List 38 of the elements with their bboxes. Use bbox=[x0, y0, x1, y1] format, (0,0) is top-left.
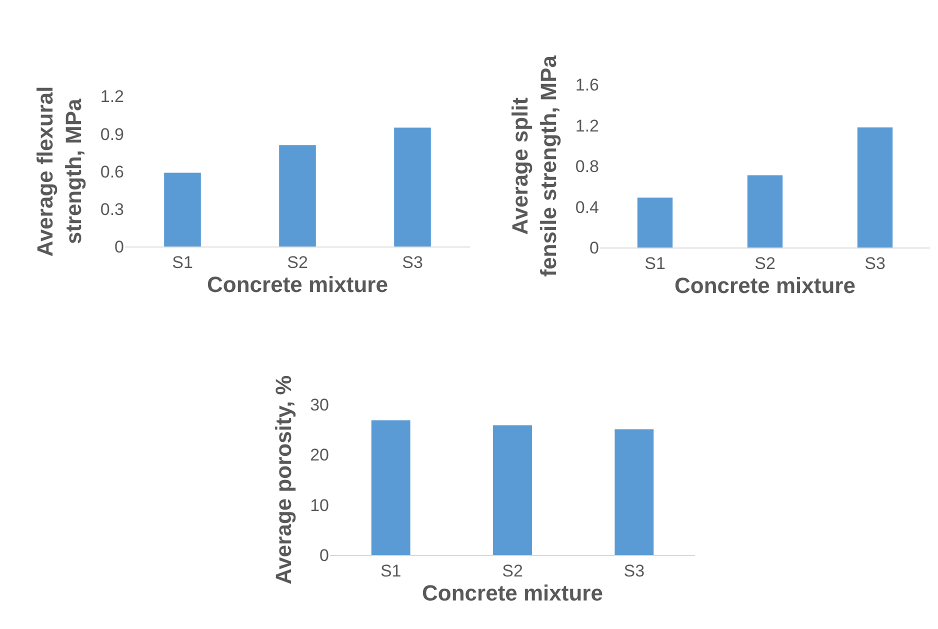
x-tick-label: S2 bbox=[502, 561, 523, 580]
bar bbox=[637, 198, 673, 248]
x-tick-label: S3 bbox=[864, 254, 886, 273]
bar bbox=[857, 127, 893, 248]
x-tick-label: S3 bbox=[402, 253, 423, 272]
x-tick-label: S3 bbox=[624, 561, 645, 580]
y-tick-label: 20 bbox=[310, 446, 329, 465]
bar bbox=[164, 172, 201, 247]
y-tick-label: 0.6 bbox=[100, 162, 124, 182]
y-tick-label: 0 bbox=[114, 238, 124, 257]
y-tick-label: 0 bbox=[320, 546, 329, 565]
x-tick-label: S1 bbox=[172, 253, 193, 272]
y-tick-label: 0.8 bbox=[575, 157, 599, 176]
y-tick-label: 10 bbox=[310, 496, 329, 515]
y-tick-label: 1.2 bbox=[575, 116, 599, 136]
y-tick-label: 0.3 bbox=[100, 200, 124, 219]
bar bbox=[493, 425, 532, 555]
bar bbox=[747, 175, 783, 248]
y-tick-label: 30 bbox=[310, 396, 329, 415]
x-tick-label: S2 bbox=[754, 254, 776, 273]
y-axis-title: Average split fensile strength, MPa bbox=[508, 54, 562, 277]
y-axis-title: Average flexural strength, MPa bbox=[32, 86, 86, 257]
x-tick-label: S1 bbox=[380, 561, 402, 580]
x-axis-title: Concrete mixture bbox=[674, 272, 856, 298]
y-tick-label: 0.4 bbox=[575, 198, 599, 217]
y-tick-label: 1.2 bbox=[100, 87, 124, 106]
x-axis-title: Concrete mixture bbox=[422, 580, 603, 606]
y-tick-label: 1.6 bbox=[575, 76, 599, 95]
bar bbox=[371, 420, 410, 555]
x-tick-label: S1 bbox=[644, 254, 666, 273]
x-tick-label: S2 bbox=[287, 253, 308, 272]
bar bbox=[394, 128, 431, 247]
bar bbox=[614, 429, 654, 555]
bar bbox=[279, 145, 316, 247]
y-tick-label: 0 bbox=[590, 238, 599, 258]
y-axis-title: Average porosity, % bbox=[270, 375, 296, 584]
y-tick-label: 0.9 bbox=[100, 124, 124, 144]
x-axis-title: Concrete mixture bbox=[207, 272, 388, 297]
